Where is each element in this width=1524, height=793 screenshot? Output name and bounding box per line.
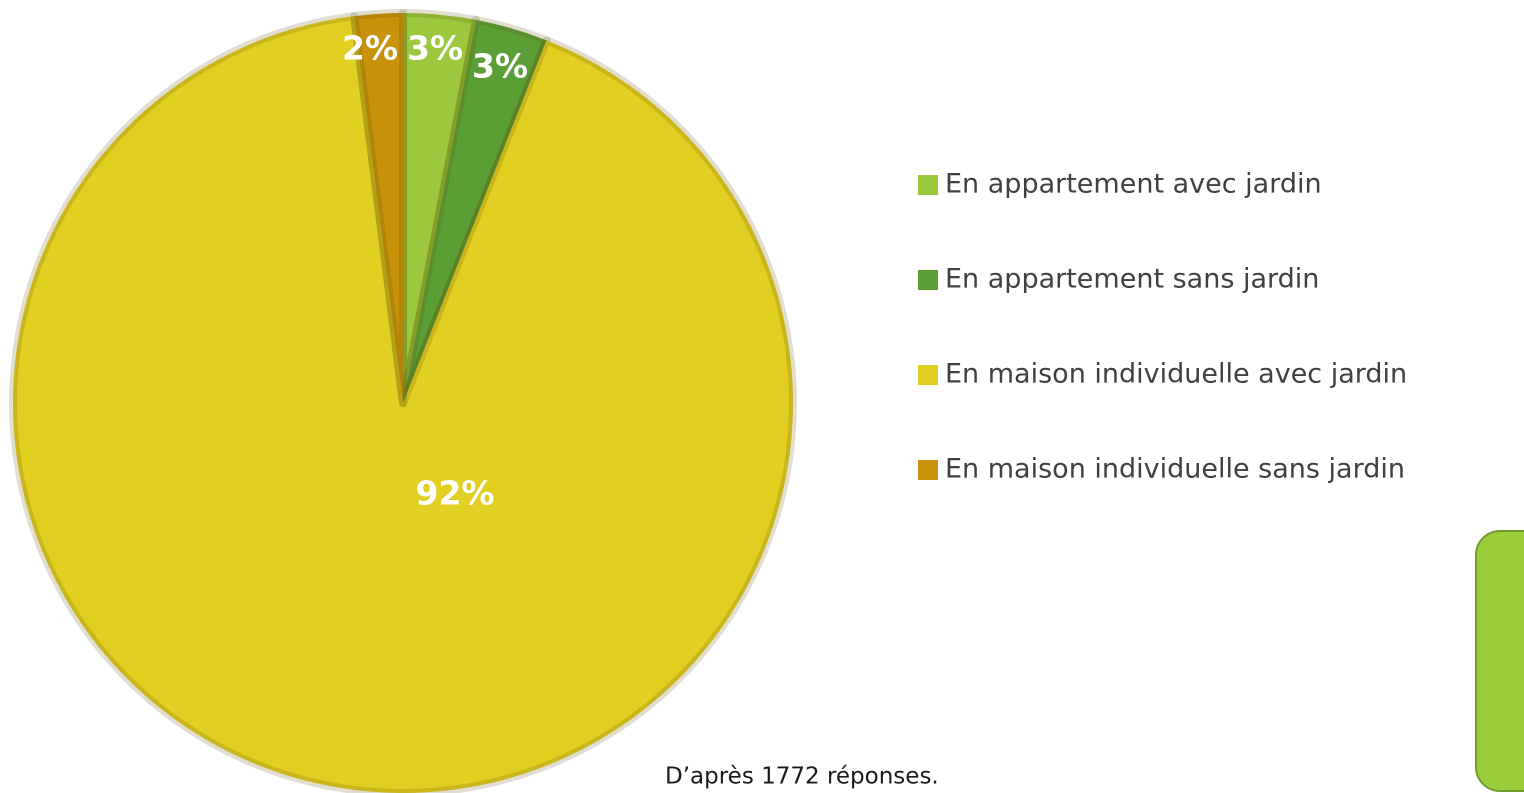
value-label: 2% (342, 29, 398, 68)
value-label: 3% (407, 29, 463, 68)
legend-swatch (918, 365, 938, 385)
legend-label: En appartement sans jardin (945, 264, 1319, 295)
value-label: 3% (472, 47, 528, 86)
legend-label: En maison individuelle avec jardin (945, 359, 1407, 390)
pie-slice (399, 9, 481, 407)
annotation: D’après 1772 réponses. (665, 764, 939, 790)
pie-slice (399, 15, 551, 407)
legend-label: En maison individuelle sans jardin (945, 454, 1405, 485)
value-label: 92% (416, 474, 495, 513)
legend-label: En appartement avec jardin (945, 169, 1322, 200)
pie-slice (350, 9, 407, 407)
pie-slice (9, 12, 797, 793)
legend-swatch (918, 175, 938, 195)
decorative-panel (1475, 530, 1524, 792)
legend-swatch (918, 460, 938, 480)
legend-swatch (918, 270, 938, 290)
